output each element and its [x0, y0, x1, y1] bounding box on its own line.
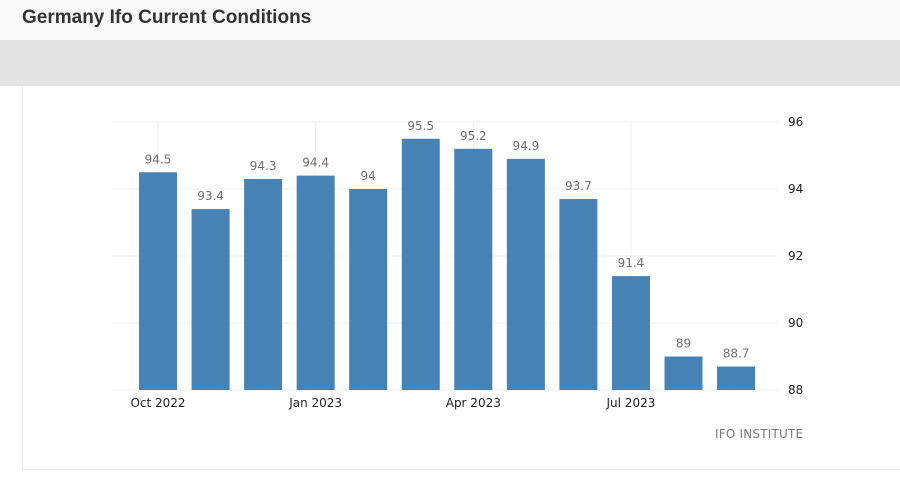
bar-data-label: 94: [361, 169, 376, 183]
y-axis-ticks: 88 90 92 94 96: [788, 115, 803, 397]
bar-data-label: 94.3: [250, 159, 277, 173]
bar-data-label: 94.9: [512, 139, 539, 153]
bar-data-label: 93.7: [565, 179, 592, 193]
bar[interactable]: [611, 276, 650, 390]
header-bar: Germany Ifo Current Conditions: [0, 0, 900, 41]
bar[interactable]: [296, 175, 335, 390]
bar-data-label: 93.4: [197, 189, 224, 203]
data-labels: 94.5 93.4 94.3 94.4 94 95.5 95.2 94.9 93.7 91.4 89…: [145, 119, 750, 361]
bar-data-label: 95.2: [460, 129, 487, 143]
bar-data-label: 91.4: [618, 256, 645, 270]
y-tick-label: 96: [788, 115, 803, 129]
bar[interactable]: [244, 178, 283, 390]
y-tick-label: 88: [788, 383, 803, 397]
bar-data-label: 95.5: [407, 119, 434, 133]
page-title: Germany Ifo Current Conditions: [22, 7, 312, 28]
bar[interactable]: [401, 138, 440, 390]
bar[interactable]: [191, 209, 230, 390]
bar[interactable]: [349, 189, 388, 390]
x-tick-label: Oct 2022: [130, 396, 185, 410]
y-tick-label: 92: [788, 249, 803, 263]
bar-data-label: 94.5: [145, 152, 172, 166]
bar[interactable]: [139, 172, 177, 390]
bars: [139, 138, 756, 391]
bar[interactable]: [454, 148, 493, 390]
x-tick-label: Jan 2023: [288, 396, 342, 410]
y-tick-label: 94: [788, 182, 803, 196]
x-tick-label: Jul 2023: [606, 396, 656, 410]
toolbar-band: [0, 41, 900, 86]
bar-data-label: 88.7: [723, 347, 750, 361]
bar-data-label: 89: [676, 337, 691, 351]
bar[interactable]: [717, 366, 756, 390]
bar[interactable]: [664, 356, 703, 391]
x-tick-label: Apr 2023: [446, 396, 501, 410]
y-tick-label: 90: [788, 316, 803, 330]
bar-data-label: 94.4: [302, 156, 329, 170]
bar[interactable]: [559, 199, 598, 390]
source-label: IFO INSTITUTE: [715, 427, 804, 441]
bar[interactable]: [506, 158, 545, 390]
x-axis-ticks: Oct 2022 Jan 2023 Apr 2023 Jul 2023: [130, 396, 655, 410]
